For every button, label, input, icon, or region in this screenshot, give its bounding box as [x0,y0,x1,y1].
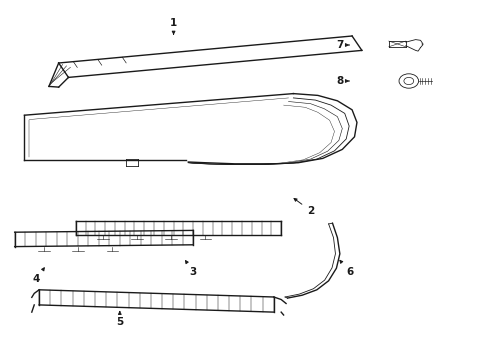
Text: 2: 2 [293,198,313,216]
Text: 8: 8 [336,76,348,86]
Text: 4: 4 [33,268,44,284]
Text: 5: 5 [116,311,123,327]
Text: 6: 6 [339,260,352,277]
Text: 3: 3 [185,261,196,277]
Text: 1: 1 [170,18,177,34]
Text: 7: 7 [335,40,348,50]
